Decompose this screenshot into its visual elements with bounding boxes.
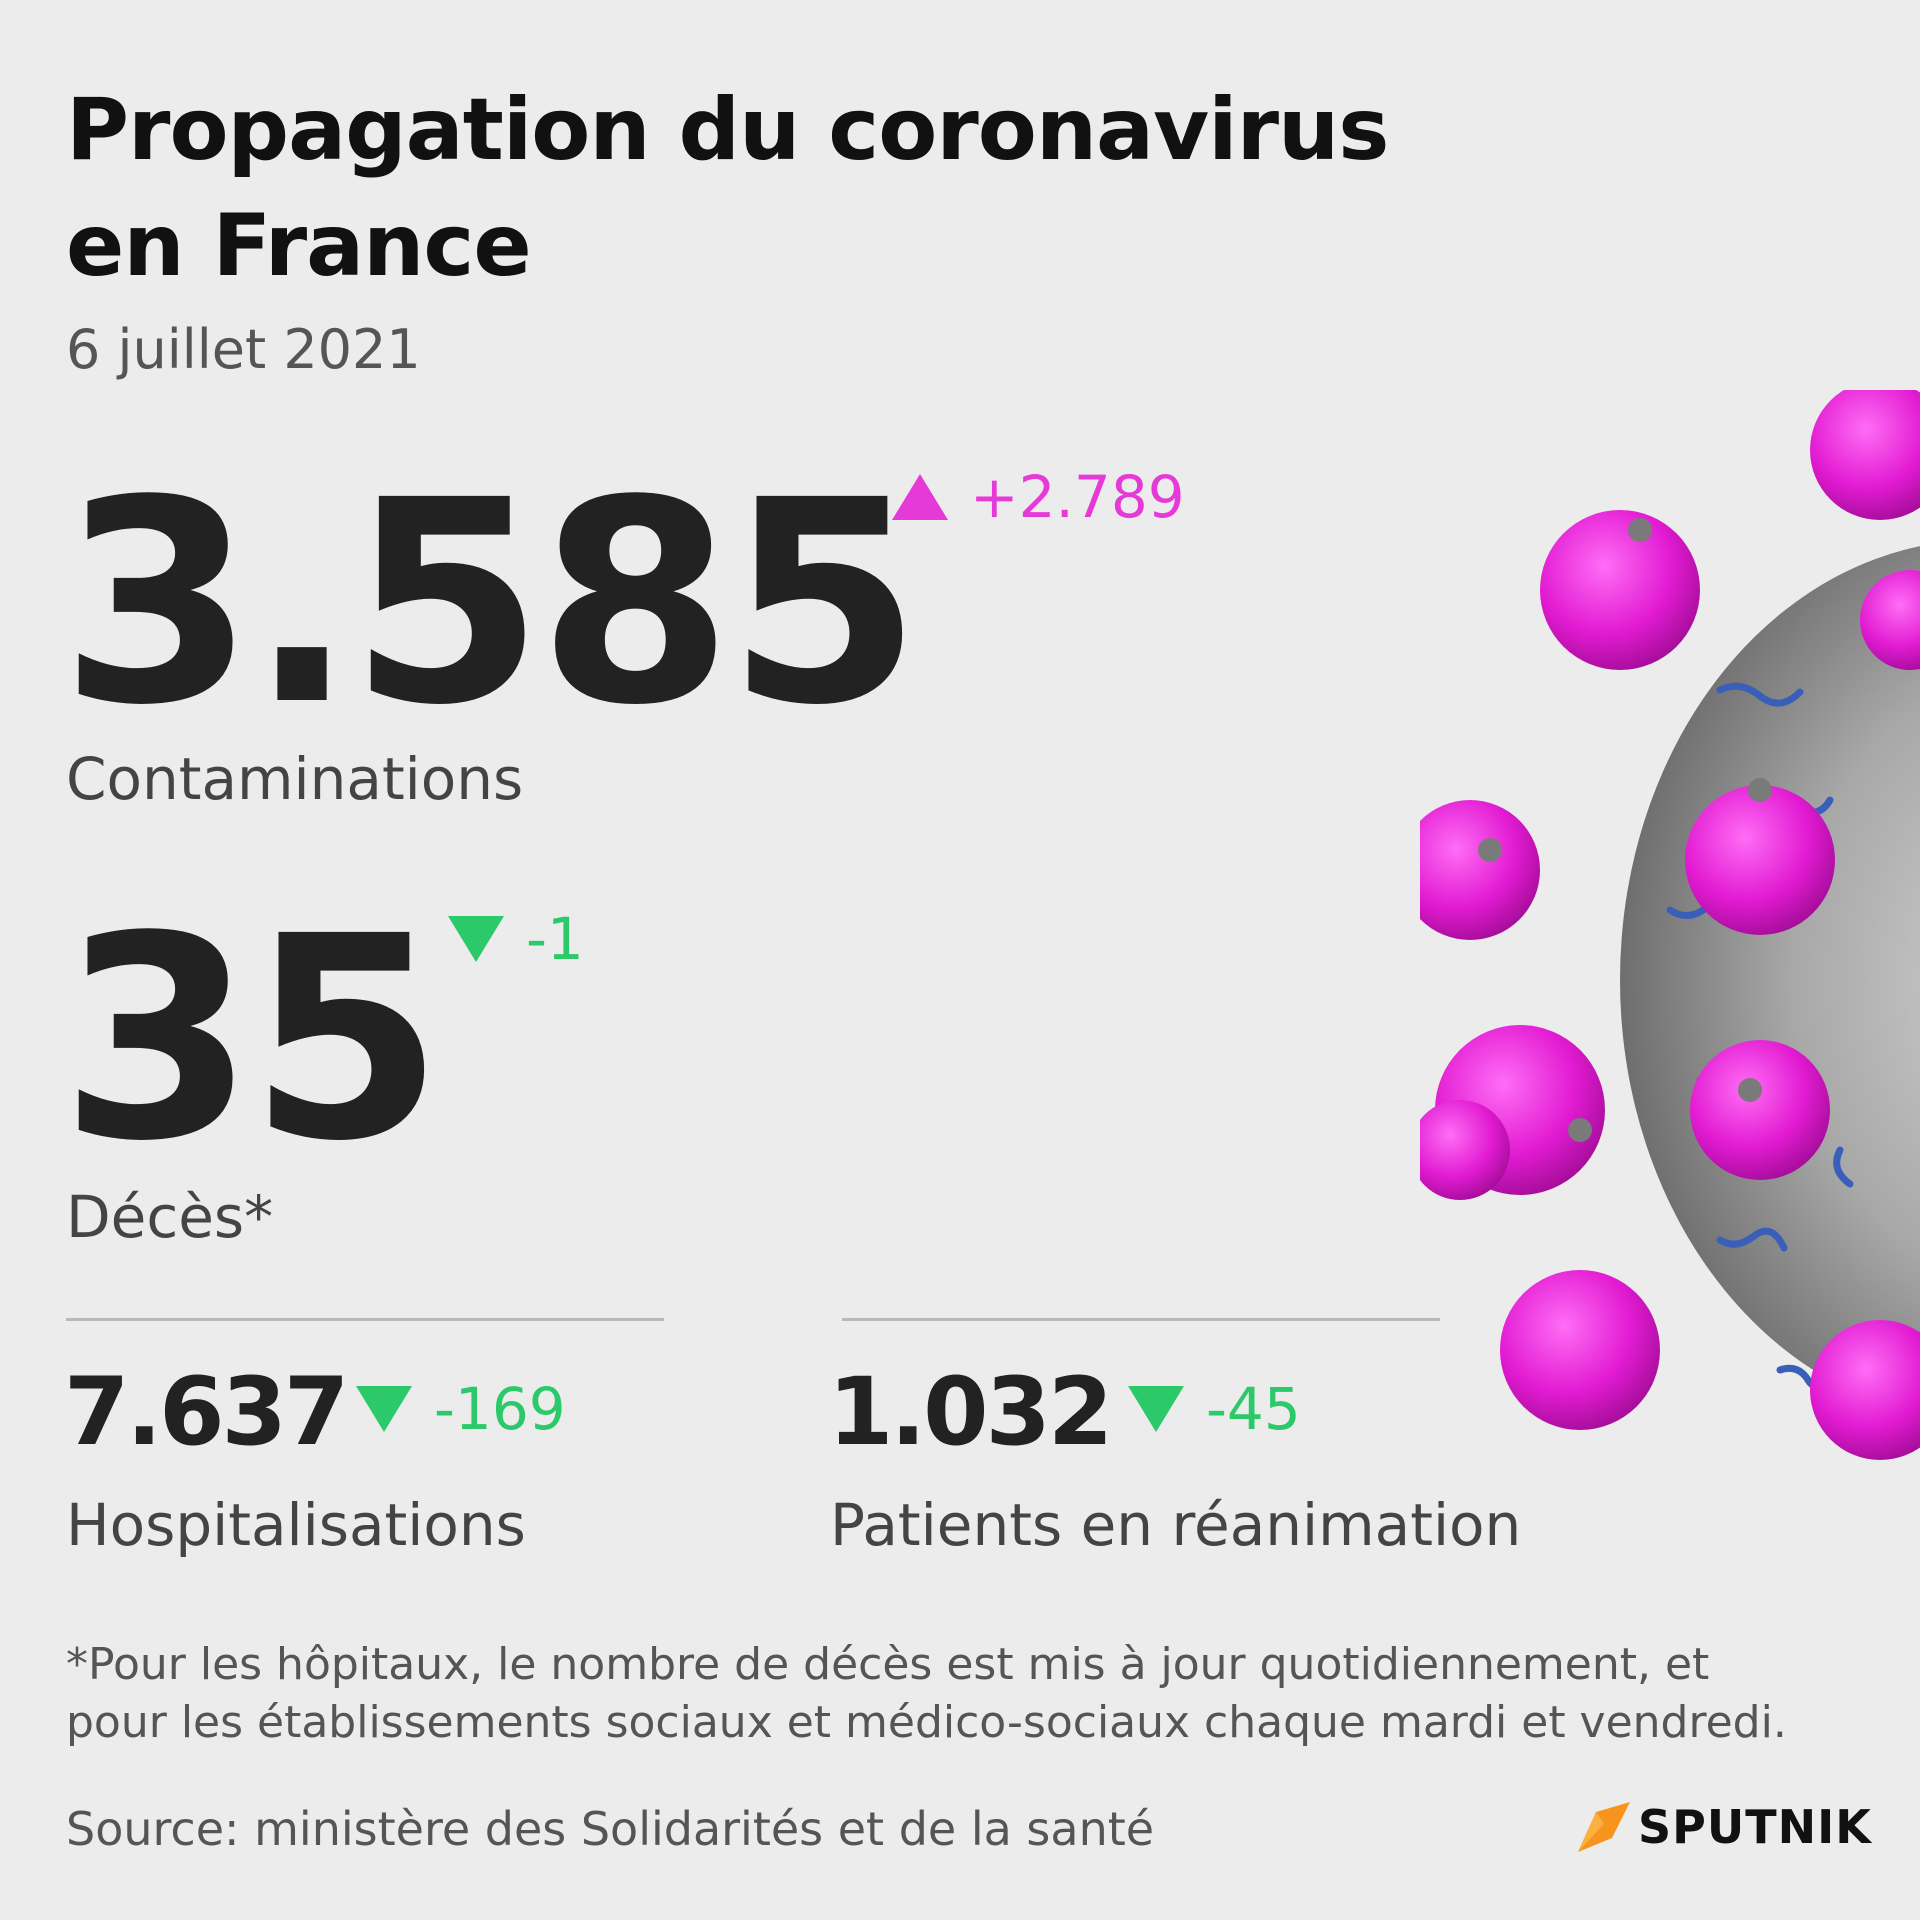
contaminations-label: Contaminations (66, 745, 524, 813)
triangle-down-icon (356, 1386, 412, 1432)
contaminations-delta: +2.789 (892, 462, 1185, 532)
footnote: *Pour les hôpitaux, le nombre de décès e… (66, 1636, 1866, 1752)
page-title-line-2: en France (66, 196, 532, 296)
page-title-line-1: Propagation du coronavirus (66, 80, 1389, 180)
triangle-up-icon (892, 474, 948, 520)
hospitalisations-label: Hospitalisations (66, 1491, 526, 1559)
deces-delta: -1 (448, 904, 584, 974)
sputnik-brand-name: SPUTNIK (1638, 1800, 1872, 1854)
reanimation-delta: -45 (1128, 1374, 1301, 1444)
hospitalisations-delta-value: -169 (434, 1375, 566, 1443)
hospitalisations-delta: -169 (356, 1374, 566, 1444)
page-title: Propagation du coronavirus en France (66, 72, 1466, 304)
deces-label: Décès* (66, 1183, 274, 1251)
hospitalisations-value: 7.637 (64, 1358, 349, 1467)
deces-delta-value: -1 (526, 905, 584, 973)
report-date: 6 juillet 2021 (66, 318, 421, 381)
triangle-down-icon (1128, 1386, 1184, 1432)
sputnik-brand: SPUTNIK (1574, 1798, 1872, 1856)
contaminations-delta-value: +2.789 (970, 463, 1185, 531)
sputnik-flame-logo-icon (1578, 1802, 1630, 1852)
contaminations-value: 3.585 (60, 441, 922, 767)
divider-hospitalisations (66, 1318, 664, 1321)
footnote-line-1: *Pour les hôpitaux, le nombre de décès e… (66, 1639, 1710, 1690)
footnote-line-2: pour les établissements sociaux et médic… (66, 1697, 1787, 1748)
divider-reanimation (842, 1318, 1440, 1321)
reanimation-delta-value: -45 (1206, 1375, 1301, 1443)
reanimation-label: Patients en réanimation (830, 1491, 1522, 1559)
reanimation-value: 1.032 (828, 1358, 1113, 1467)
deces-value: 35 (60, 877, 444, 1203)
coronavirus-particle-icon (1420, 390, 1920, 1460)
triangle-down-icon (448, 916, 504, 962)
source-text: Source: ministère des Solidarités et de … (66, 1802, 1155, 1856)
